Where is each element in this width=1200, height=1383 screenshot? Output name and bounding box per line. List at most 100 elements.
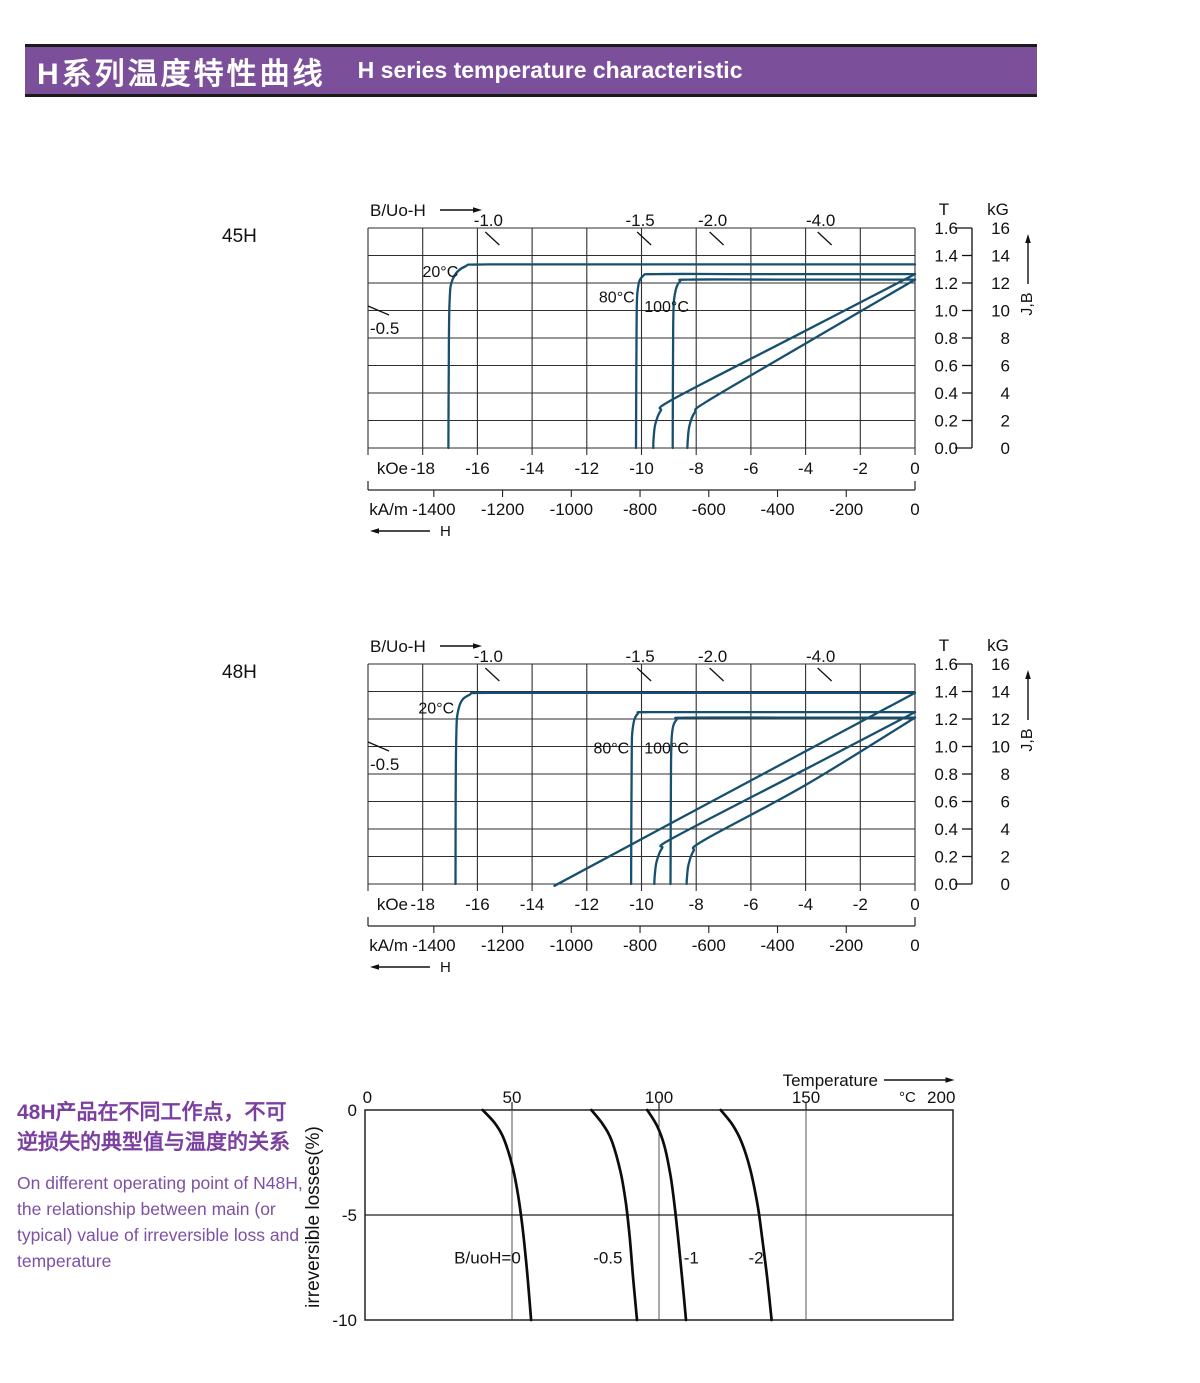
temp-curve-label: 20°C [418,701,454,718]
irreversible-loss-chart: Temperature 0 50 100 150 200 °C 0 -5 -10 irreversi… [303,1071,955,1330]
arrowhead [473,643,482,649]
kg-tick-label: 12 [991,710,1010,729]
koe-tick-label: -4 [798,459,813,478]
curve-80c-b-curve [652,272,917,450]
x-axis-koe: kOe -18 -16 -14 -12 -10 -8 -6 -4 -2 0 [367,884,920,914]
page-title-chinese: H系列温度特性曲线 [37,57,326,91]
kg-unit-label: kG [987,636,1009,655]
loss-tick-label: -10 [332,1311,357,1330]
loss-grid [364,1102,954,1321]
t-tick-label: 0.8 [934,765,958,784]
koe-tick-label: -8 [689,895,704,914]
arrowhead [1025,234,1031,243]
loss-curve-label: -2 [748,1248,763,1267]
temp-tick-label: 0 [363,1088,372,1107]
temperature-axis-title: Temperature [783,1071,878,1090]
loss-axis-title: irreversible losses(%) [303,1126,324,1308]
arrowhead [945,1077,955,1083]
kg-tick-label: 6 [1001,357,1010,376]
kam-tick-label: -1200 [481,936,524,955]
kam-tick-label: -1000 [550,500,593,519]
curve-temp-labels: 20°C 80°C 100°C [418,701,688,758]
temp-tick-label: 100 [645,1088,673,1107]
jb-axis-label: J,B [1019,292,1036,315]
x-axis-kam: -1400 -1200 -1000 -800 -600 -400 -200 0 kA/m H [367,481,920,540]
loss-tick-label: 0 [348,1101,357,1120]
loss-curve-labels: B/uoH=0 -0.5 -1 -2 [454,1248,763,1267]
page-title-english: H series temperature characteristic [357,57,743,83]
temp-curve-label: 80°C [599,289,635,306]
load-line-label: -4.0 [806,211,835,230]
t-unit-label: T [939,200,949,219]
temp-tick-label: 50 [503,1088,522,1107]
t-tick-label: 1.4 [934,683,958,702]
arrowhead [370,964,379,970]
b-over-uoh-label: B/Uo-H [370,201,426,220]
temp-curve-label: 20°C [423,264,459,281]
t-tick-label: 1.0 [934,302,958,321]
load-line-label: -1.5 [625,647,654,666]
koe-tick-label: -8 [689,459,704,478]
koe-unit-label: kOe [377,459,408,478]
kam-tick-label: -600 [692,936,726,955]
loss-axes-labels: Temperature 0 50 100 150 200 °C 0 -5 -10 irreversi… [303,1071,955,1330]
t-tick-label: 1.4 [934,247,958,266]
kg-tick-label: 8 [1001,329,1010,348]
kam-tick-label: -800 [623,936,657,955]
koe-tick-label: -18 [410,895,435,914]
curve-80c-j-curve [634,272,917,450]
kam-tick-label: -1400 [412,936,455,955]
kam-tick-label: -400 [761,500,795,519]
kg-tick-label: 12 [991,274,1010,293]
curve-B-uoH-0 [481,1108,533,1322]
koe-unit-label: kOe [377,895,408,914]
page-title-banner: H系列温度特性曲线 H series temperature character… [25,44,1037,97]
b-over-uoh-label: B/Uo-H [370,637,426,656]
t-tick-label: 0.6 [934,793,958,812]
note-chinese-line: 48H产品在不同工作点，不可 [17,1101,287,1124]
note-chinese: 48H产品在不同工作点，不可 逆损失的典型值与温度的关系 [17,1098,317,1158]
t-tick-label: 1.6 [934,655,958,674]
t-tick-label: 1.0 [934,738,958,757]
kg-tick-label: 6 [1001,793,1010,812]
note-english-line: On different operating point of N48H, [17,1173,303,1193]
koe-tick-label: -12 [575,895,600,914]
note-english-line: typical) value of irreversible loss and [17,1225,300,1245]
t-tick-label: 0.0 [934,439,958,458]
curve-20c-b-curve [553,691,917,887]
kg-tick-label: 0 [1001,439,1010,458]
t-tick-label: 1.6 [934,219,958,238]
temp-curve-label: 80°C [593,740,629,757]
t-tick-label: 0.4 [934,384,958,403]
kg-unit-label: kG [987,200,1009,219]
koe-tick-label: -16 [465,895,490,914]
kam-tick-label: -200 [829,936,863,955]
kam-tick-label: 0 [910,936,919,955]
t-tick-label: 0.0 [934,875,958,894]
kam-tick-label: -1200 [481,500,524,519]
t-tick-label: 0.6 [934,357,958,376]
koe-tick-label: -2 [853,895,868,914]
load-line-label: -1.5 [625,211,654,230]
load-line-label: -4.0 [806,647,835,666]
temp-tick-label: 200 [927,1088,955,1107]
load-line-label: -0.5 [370,319,399,338]
load-line-label: -0.5 [370,755,399,774]
loss-curve-label: -0.5 [593,1248,622,1267]
koe-tick-label: -6 [743,459,758,478]
load-line-labels: B/Uo-H -1.0 -1.5 -2.0 -4.0 -0.5 [367,201,835,338]
koe-tick-label: 0 [910,459,919,478]
curve-temp-labels: 20°C 80°C 100°C [423,264,689,316]
kg-tick-label: 2 [1001,848,1010,867]
kam-unit-label: kA/m [369,500,408,519]
curve-100c-j-curve [671,278,917,450]
kg-tick-label: 2 [1001,412,1010,431]
note-english-line: temperature [17,1251,112,1271]
kg-tick-label: 10 [991,302,1010,321]
kg-tick-label: 4 [1001,384,1010,403]
curve-100c-j-curve [669,716,917,886]
jb-axis-label: J,B [1019,728,1036,751]
curve-100c-b-curve [686,278,917,450]
